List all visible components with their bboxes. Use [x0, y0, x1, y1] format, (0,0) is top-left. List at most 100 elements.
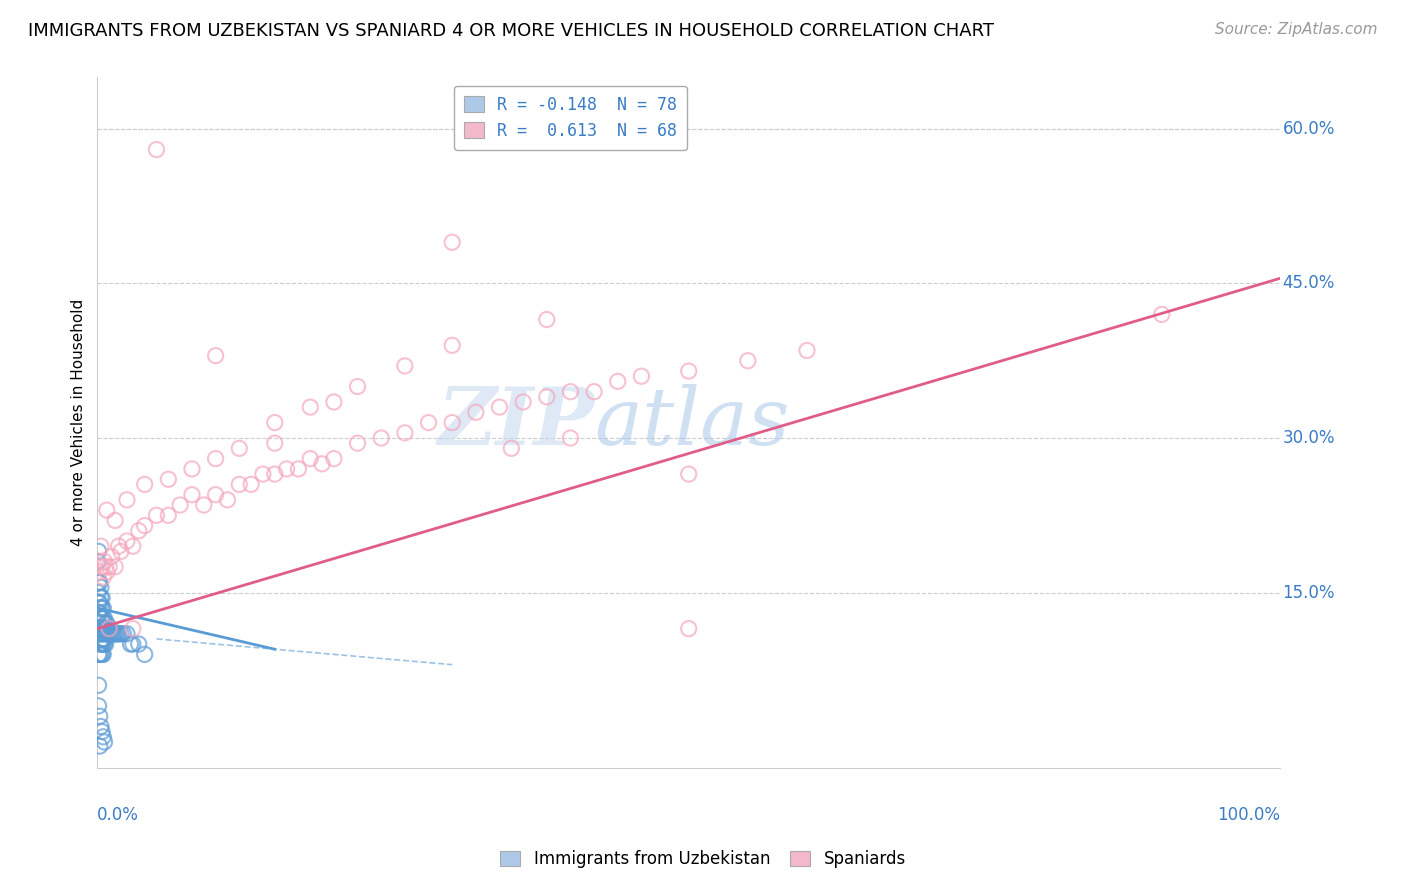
Point	[91, 611, 114, 625]
Point	[287, 462, 309, 476]
Point	[89, 596, 111, 610]
Point	[441, 338, 464, 352]
Point	[346, 379, 368, 393]
Point	[112, 627, 135, 641]
Point	[263, 416, 285, 430]
Point	[96, 616, 118, 631]
Point	[100, 627, 122, 641]
Point	[91, 627, 114, 641]
Point	[263, 436, 285, 450]
Point	[501, 442, 523, 456]
Point	[134, 648, 156, 662]
Point	[90, 622, 112, 636]
Point	[91, 622, 114, 636]
Point	[91, 724, 114, 739]
Point	[96, 627, 118, 641]
Point	[89, 606, 111, 620]
Point	[94, 637, 117, 651]
Text: 45.0%: 45.0%	[1282, 275, 1334, 293]
Point	[204, 349, 226, 363]
Point	[252, 467, 274, 481]
Point	[299, 451, 322, 466]
Point	[181, 462, 204, 476]
Point	[89, 709, 111, 723]
Point	[94, 559, 117, 574]
Point	[97, 627, 120, 641]
Point	[98, 627, 121, 641]
Point	[120, 637, 142, 651]
Point	[796, 343, 818, 358]
Point	[96, 565, 118, 579]
Point	[93, 622, 115, 636]
Point	[311, 457, 333, 471]
Point	[90, 648, 112, 662]
Point	[93, 611, 115, 625]
Point	[134, 477, 156, 491]
Point	[145, 508, 167, 523]
Point	[157, 472, 180, 486]
Point	[115, 534, 138, 549]
Point	[100, 549, 122, 564]
Point	[97, 622, 120, 636]
Text: IMMIGRANTS FROM UZBEKISTAN VS SPANIARD 4 OR MORE VEHICLES IN HOUSEHOLD CORRELATI: IMMIGRANTS FROM UZBEKISTAN VS SPANIARD 4…	[28, 22, 994, 40]
Point	[91, 601, 114, 615]
Point	[145, 143, 167, 157]
Point	[103, 627, 125, 641]
Point	[630, 369, 652, 384]
Point	[90, 581, 112, 595]
Point	[128, 637, 150, 651]
Point	[322, 395, 344, 409]
Point	[91, 570, 114, 584]
Point	[90, 627, 112, 641]
Point	[93, 632, 115, 646]
Point	[91, 648, 114, 662]
Legend: R = -0.148  N = 78, R =  0.613  N = 68: R = -0.148 N = 78, R = 0.613 N = 68	[454, 86, 688, 150]
Point	[606, 375, 628, 389]
Point	[87, 606, 110, 620]
Point	[105, 627, 128, 641]
Point	[90, 591, 112, 605]
Point	[536, 312, 558, 326]
Point	[560, 384, 582, 399]
Point	[394, 359, 416, 373]
Point	[121, 539, 143, 553]
Text: 100.0%: 100.0%	[1218, 805, 1279, 823]
Point	[93, 555, 115, 569]
Point	[89, 575, 111, 590]
Point	[87, 575, 110, 590]
Text: atlas: atlas	[595, 384, 790, 461]
Point	[418, 416, 440, 430]
Point	[90, 601, 112, 615]
Point	[91, 648, 114, 662]
Point	[98, 559, 121, 574]
Point	[441, 235, 464, 250]
Point	[96, 503, 118, 517]
Point	[93, 735, 115, 749]
Point	[91, 601, 114, 615]
Point	[346, 436, 368, 450]
Point	[128, 524, 150, 538]
Point	[89, 627, 111, 641]
Point	[87, 627, 110, 641]
Text: 0.0%: 0.0%	[97, 805, 139, 823]
Point	[536, 390, 558, 404]
Text: 30.0%: 30.0%	[1282, 429, 1334, 447]
Point	[89, 739, 111, 753]
Point	[91, 730, 114, 744]
Point	[104, 559, 127, 574]
Point	[93, 627, 115, 641]
Point	[91, 632, 114, 646]
Point	[91, 622, 114, 636]
Point	[217, 492, 239, 507]
Point	[121, 637, 143, 651]
Point	[90, 611, 112, 625]
Point	[89, 565, 111, 579]
Point	[94, 627, 117, 641]
Point	[94, 616, 117, 631]
Point	[98, 622, 121, 636]
Point	[107, 627, 129, 641]
Point	[299, 400, 322, 414]
Point	[441, 416, 464, 430]
Point	[89, 648, 111, 662]
Point	[87, 544, 110, 558]
